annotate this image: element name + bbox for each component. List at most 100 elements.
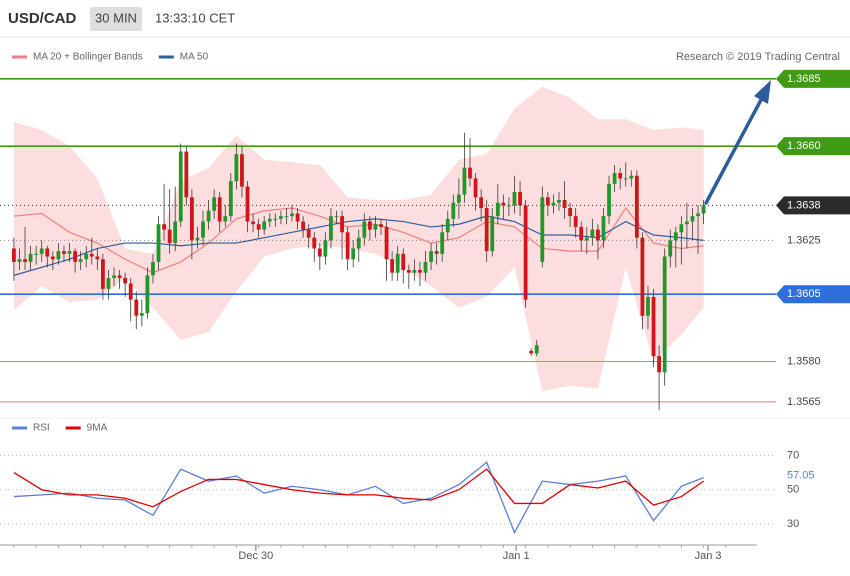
candle-body xyxy=(701,205,706,214)
candle-body xyxy=(23,259,27,262)
candle-body xyxy=(145,275,150,314)
candle-body xyxy=(117,275,122,279)
candle-body xyxy=(356,237,361,249)
candle-body xyxy=(390,259,395,273)
candle-body xyxy=(495,202,500,217)
candle-body xyxy=(612,173,617,184)
candle-body xyxy=(267,218,272,222)
header: USD/CAD 30 MIN 13:33:10 CET Research © 2… xyxy=(0,7,850,63)
candle-body xyxy=(568,208,573,217)
candle-body xyxy=(134,299,139,316)
candle-body xyxy=(323,240,328,257)
candle-body xyxy=(112,275,116,279)
candle-body xyxy=(273,218,278,220)
candle-body xyxy=(189,197,194,241)
candle-body xyxy=(84,253,89,260)
y-tick-label: 50 xyxy=(787,484,799,496)
price-label: 1.3605 xyxy=(787,288,821,300)
moving-average xyxy=(13,207,704,274)
candle-body xyxy=(690,216,695,222)
candle-body xyxy=(62,251,66,254)
forecast-arrow xyxy=(704,80,771,205)
candle-body xyxy=(534,345,539,354)
candle-body xyxy=(312,237,317,249)
price-label: 1.3580 xyxy=(787,355,821,367)
candle-body xyxy=(217,197,222,222)
legends: MA 20 + Bollinger Bands MA 50 RSI 9MA xyxy=(12,52,209,434)
candle-body xyxy=(251,221,255,225)
candle-body xyxy=(406,270,411,273)
candle-body xyxy=(651,296,656,357)
candle-body xyxy=(329,216,333,241)
candle-body xyxy=(290,213,294,217)
price-tag xyxy=(776,69,850,88)
time: 13:33:10 CET xyxy=(155,10,235,25)
candle-body xyxy=(106,278,111,289)
candle-body xyxy=(685,221,689,225)
candle-body xyxy=(657,356,662,373)
candle-body xyxy=(379,224,383,227)
x-tick-label: Jan 3 xyxy=(695,550,722,562)
rsi-pane: 30 50 70 57.05 Dec 30 Jan 1 Jan 3 xyxy=(0,449,815,562)
price-label: 1.3638 xyxy=(787,199,821,211)
legend-label: MA 50 xyxy=(180,52,209,63)
legend-label: MA 20 + Bollinger Bands xyxy=(33,52,143,63)
candle-body xyxy=(301,221,306,230)
candle-body xyxy=(184,151,189,198)
candle-body xyxy=(278,216,283,219)
label-layer: 1.3685 1.3660 1.3638 1.3625 1.3605 1.3580 1.35… xyxy=(776,69,850,408)
candle-body xyxy=(629,175,634,179)
candle-body xyxy=(95,256,100,260)
candle-body xyxy=(256,224,261,230)
candle-body xyxy=(590,229,595,238)
candle-body xyxy=(373,224,378,230)
interval: 30 MIN xyxy=(95,10,137,25)
candle-body xyxy=(468,167,472,179)
candle-body xyxy=(28,253,33,262)
candle-body xyxy=(89,253,94,257)
candle-body xyxy=(128,283,133,300)
candle-body xyxy=(401,253,406,270)
candle-body xyxy=(67,251,72,254)
candle-body xyxy=(223,216,228,222)
candle-body xyxy=(640,237,645,316)
candle-body xyxy=(529,350,534,354)
candle-body xyxy=(12,248,16,262)
candle-body xyxy=(562,200,567,209)
last-value-label: 57.05 xyxy=(787,470,815,482)
candle-body xyxy=(50,256,55,260)
candle-body xyxy=(262,221,267,230)
x-tick-label: Dec 30 xyxy=(238,550,273,562)
candle-body xyxy=(584,237,589,241)
candle-body xyxy=(151,261,155,276)
candle-body xyxy=(473,178,478,198)
price-tag xyxy=(776,285,850,304)
arrow-head xyxy=(754,80,771,104)
candle-body xyxy=(56,251,61,260)
candle-body xyxy=(601,216,606,241)
candle-body xyxy=(334,216,339,218)
candle-body xyxy=(545,197,550,206)
price-label: 1.3685 xyxy=(787,73,821,85)
candle-body xyxy=(340,216,344,233)
credit: Research © 2019 Trading Central xyxy=(676,51,840,63)
arrow-shaft xyxy=(704,96,764,205)
candle-layer xyxy=(12,132,706,410)
candle-body xyxy=(618,173,623,179)
candle-body xyxy=(623,178,628,180)
candle-body xyxy=(646,296,650,316)
candle-body xyxy=(45,248,50,257)
candle-body xyxy=(418,270,422,273)
candle-body xyxy=(696,213,700,217)
candle-body xyxy=(228,181,233,217)
x-tick-label: Jan 1 xyxy=(503,550,530,562)
candle-body xyxy=(345,232,350,260)
candle-body xyxy=(512,191,517,206)
y-tick-label: 30 xyxy=(787,518,799,530)
candle-body xyxy=(501,202,506,206)
candle-body xyxy=(100,259,105,289)
candle-body xyxy=(162,224,166,230)
candle-body xyxy=(234,154,239,182)
candle-body xyxy=(679,224,684,233)
y-tick-label: 70 xyxy=(787,449,799,461)
